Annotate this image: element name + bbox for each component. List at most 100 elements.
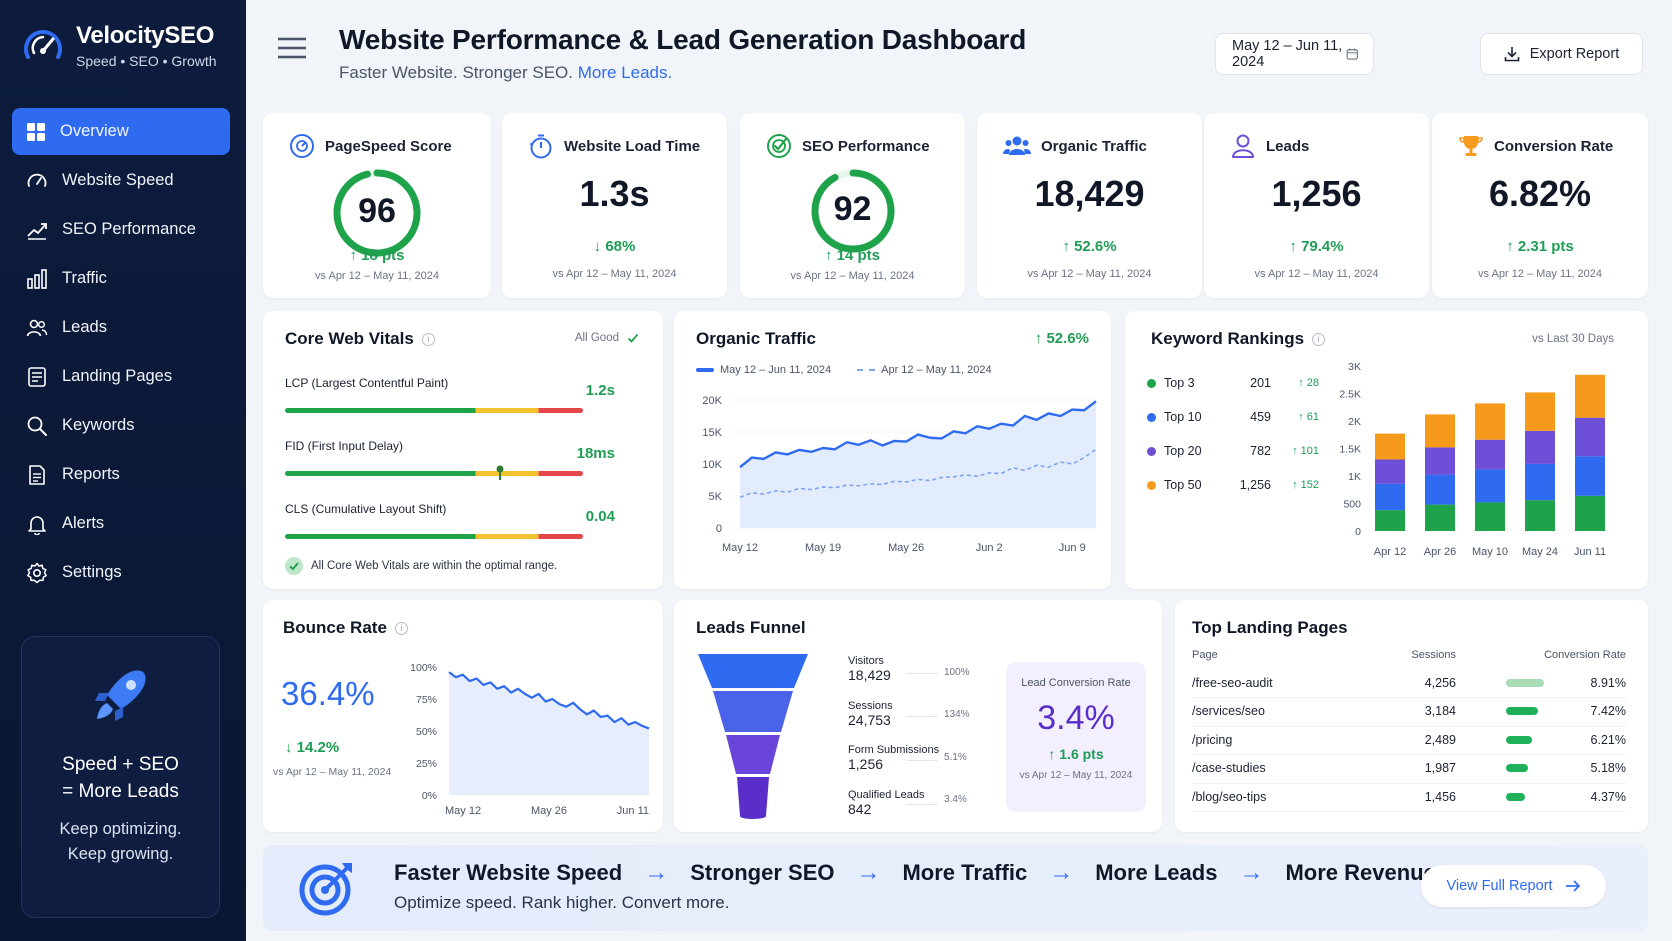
sidebar-item-seo-performance[interactable]: SEO Performance bbox=[12, 206, 230, 253]
date-range-picker[interactable]: May 12 – Jun 11, 2024 bbox=[1215, 33, 1374, 75]
sidebar-item-label: Settings bbox=[62, 563, 122, 581]
kpi-delta: ↑ 2.31 pts bbox=[1506, 238, 1574, 255]
kpi-compare: vs Apr 12 – May 11, 2024 bbox=[552, 268, 677, 280]
tlp-bar-wrap bbox=[1456, 707, 1566, 715]
tlp-col-page: Page bbox=[1192, 649, 1218, 661]
lcr-delta: ↑ 1.6 pts bbox=[1048, 746, 1104, 762]
x-tick-label: May 10 bbox=[1472, 546, 1508, 558]
kpi-delta-value: 14 pts bbox=[836, 247, 881, 264]
keyword-rankings-card: Keyword Rankings i vs Last 30 Days Top 3 … bbox=[1125, 311, 1648, 589]
sidebar-item-leads[interactable]: Leads bbox=[12, 304, 230, 351]
funnel-stage-label: Sessions bbox=[848, 700, 893, 712]
kpi-delta-value: 52.6% bbox=[1074, 238, 1117, 255]
export-report-button[interactable]: Export Report bbox=[1480, 33, 1643, 75]
table-row[interactable]: /free-seo-audit 4,256 8.91% bbox=[1192, 668, 1626, 698]
bar-segment bbox=[1575, 374, 1605, 418]
funnel-pct: 100% bbox=[944, 667, 970, 678]
table-row[interactable]: /services/seo 3,184 7.42% bbox=[1192, 697, 1626, 727]
kpi-card-pagespeed: PageSpeed Score 96 ↑ 18 pts vs Apr 12 – … bbox=[263, 113, 491, 298]
section-title-text: Core Web Vitals bbox=[285, 329, 414, 348]
lcr-value: 3.4% bbox=[1037, 699, 1115, 737]
tlp-rate: 4.37% bbox=[1590, 789, 1626, 804]
tlp-page[interactable]: /pricing bbox=[1192, 732, 1233, 747]
info-icon[interactable]: i bbox=[421, 333, 435, 347]
kpi-value: 18,429 bbox=[1034, 173, 1145, 214]
kpi-compare: vs Apr 12 – May 11, 2024 bbox=[1027, 268, 1152, 280]
sidebar-item-traffic[interactable]: Traffic bbox=[12, 255, 230, 302]
funnel-graphic bbox=[698, 654, 808, 819]
kpi-title: Leads bbox=[1266, 137, 1310, 155]
check-circle-icon bbox=[285, 557, 303, 575]
promo-sub-line1: Keep optimizing. bbox=[59, 820, 182, 838]
sidebar-item-label: Landing Pages bbox=[62, 367, 173, 385]
keyword-row-name: Top 50 bbox=[1164, 478, 1202, 492]
tlp-conversion-bar bbox=[1506, 707, 1538, 715]
tlp-page[interactable]: /free-seo-audit bbox=[1192, 675, 1273, 690]
bar-segment bbox=[1375, 459, 1405, 484]
x-tick-label: May 26 bbox=[888, 542, 924, 554]
bar-segment bbox=[1525, 463, 1555, 501]
calendar-icon bbox=[1347, 48, 1359, 60]
tlp-page[interactable]: /case-studies bbox=[1192, 761, 1266, 775]
organic-traffic-delta-value: 52.6% bbox=[1046, 330, 1089, 347]
tlp-bar-wrap bbox=[1456, 678, 1566, 687]
page-subtitle: Faster Website. Stronger SEO. More Leads… bbox=[339, 63, 672, 83]
bar-chart-icon bbox=[27, 268, 47, 289]
keyword-row: Top 10 459 ↑ 61 bbox=[1147, 410, 1319, 424]
arrow-right-icon bbox=[1565, 880, 1580, 892]
y-tick-label: 1.5K bbox=[1339, 444, 1361, 456]
bar-segment bbox=[1575, 417, 1605, 457]
keyword-row-delta-value: 61 bbox=[1306, 411, 1319, 423]
sidebar-item-alerts[interactable]: Alerts bbox=[12, 500, 230, 547]
funnel-pct: 134% bbox=[944, 709, 970, 720]
bar-segment bbox=[1475, 469, 1505, 503]
flow-step: Faster Website Speed bbox=[394, 860, 623, 885]
bar-segment bbox=[1475, 502, 1505, 531]
bounce-area bbox=[449, 672, 649, 795]
view-full-report-label: View Full Report bbox=[1446, 878, 1553, 894]
sidebar-item-overview[interactable]: Overview bbox=[12, 108, 230, 155]
x-tick-label: May 24 bbox=[1522, 546, 1558, 558]
download-icon bbox=[1504, 47, 1520, 62]
bar-segment bbox=[1475, 439, 1505, 470]
sidebar-item-website-speed[interactable]: Website Speed bbox=[12, 157, 230, 204]
sidebar-nav: Overview Website Speed SEO Performance T… bbox=[12, 108, 230, 598]
kpi-compare: vs Apr 12 – May 11, 2024 bbox=[790, 270, 915, 282]
tlp-header: Page Sessions Conversion Rate bbox=[1192, 649, 1626, 661]
vital-label-lcp: LCP (Largest Contentful Paint) bbox=[285, 376, 449, 390]
kpi-card-conversion-rate: Conversion Rate 6.82% ↑ 2.31 pts vs Apr … bbox=[1432, 113, 1648, 298]
sidebar-item-landing-pages[interactable]: Landing Pages bbox=[12, 353, 230, 400]
organic-traffic-card: Organic Traffic ↑ 52.6% May 12 – Jun 11,… bbox=[674, 311, 1111, 589]
sidebar-item-settings[interactable]: Settings bbox=[12, 549, 230, 596]
bounce-rate-delta-value: 14.2% bbox=[296, 739, 340, 756]
bar-segment bbox=[1375, 483, 1405, 511]
table-row[interactable]: /case-studies 1,987 5.18% bbox=[1192, 754, 1626, 784]
info-icon[interactable]: i bbox=[1312, 333, 1326, 347]
funnel-divider bbox=[906, 804, 938, 805]
target-check-icon bbox=[767, 134, 791, 158]
table-row[interactable]: /blog/seo-tips 1,456 4.37% bbox=[1192, 782, 1626, 812]
kpi-title: PageSpeed Score bbox=[325, 137, 452, 155]
keyword-row-count: 1,256 bbox=[1239, 478, 1271, 492]
lcr-delta-value: 1.6 pts bbox=[1059, 746, 1104, 762]
vital-bar-fid bbox=[285, 471, 583, 476]
organic-traffic-chart: 0 5K 10K 15K 20K May 12 May 19 May 26 Jun 2 Jun 9 bbox=[702, 395, 1097, 554]
keyword-row-name: Top 3 bbox=[1164, 376, 1195, 390]
date-range-value: May 12 – Jun 11, 2024 bbox=[1232, 38, 1343, 70]
info-icon[interactable]: i bbox=[394, 622, 408, 636]
flow-step: More Leads bbox=[1095, 860, 1218, 885]
hamburger-menu-icon[interactable] bbox=[278, 36, 306, 60]
kpi-card-organic-traffic: Organic Traffic 18,429 ↑ 52.6% vs Apr 12… bbox=[977, 113, 1202, 298]
sidebar-item-keywords[interactable]: Keywords bbox=[12, 402, 230, 449]
view-full-report-button[interactable]: View Full Report bbox=[1421, 865, 1606, 907]
tlp-page[interactable]: /services/seo bbox=[1192, 704, 1265, 718]
tlp-page[interactable]: /blog/seo-tips bbox=[1192, 789, 1267, 804]
arrow-right-icon: → bbox=[644, 859, 669, 886]
kpi-value: 96 bbox=[358, 192, 396, 230]
y-tick-label: 10K bbox=[702, 459, 722, 471]
legend-dot bbox=[1147, 446, 1156, 456]
keyword-row: Top 3 201 ↑ 28 bbox=[1147, 376, 1319, 390]
bar-segment bbox=[1425, 504, 1455, 531]
table-row[interactable]: /pricing 2,489 6.21% bbox=[1192, 725, 1626, 755]
sidebar-item-reports[interactable]: Reports bbox=[12, 451, 230, 498]
